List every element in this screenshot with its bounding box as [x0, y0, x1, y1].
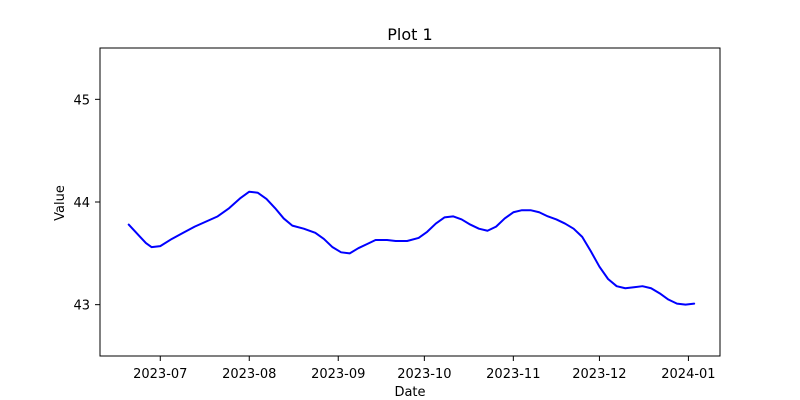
plot-frame — [99, 47, 721, 357]
x-tick-label: 2023-10 — [397, 367, 451, 382]
x-tick-label: 2023-11 — [486, 367, 540, 382]
x-tick-label: 2023-08 — [222, 367, 276, 382]
x-axis-label: Date — [394, 385, 425, 400]
series-line — [127, 190, 696, 306]
y-axis-label: Value — [53, 185, 68, 221]
y-tick-label: 45 — [73, 93, 90, 108]
x-tick-label: 2023-07 — [133, 367, 187, 382]
chart-title: Plot 1 — [387, 25, 432, 44]
x-tick-label: 2024-01 — [661, 367, 715, 382]
y-tick-label: 44 — [73, 196, 90, 211]
plot-area — [127, 190, 696, 306]
y-axis: 43 44 45 — [73, 93, 100, 314]
x-axis: 2023-07 2023-08 2023-09 2023-10 2023-11 2023-… — [133, 356, 716, 382]
y-tick-label: 43 — [73, 299, 90, 314]
x-tick-label: 2023-12 — [572, 367, 626, 382]
x-tick-label: 2023-09 — [311, 367, 365, 382]
